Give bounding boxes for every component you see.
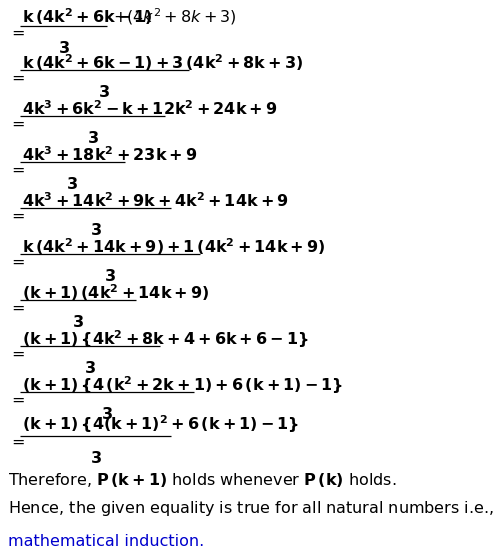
Text: mathematical induction.: mathematical induction. xyxy=(8,534,204,549)
Text: $\mathbf{3}$: $\mathbf{3}$ xyxy=(72,314,84,330)
Text: $\mathbf{k\,(4k^2+6k-1)+3\,(4k^2+8k+3)}$: $\mathbf{k\,(4k^2+6k-1)+3\,(4k^2+8k+3)}$ xyxy=(22,53,303,73)
Text: $\mathbf{(k+1)\,\{4\,(k^2+2k+1)+6\,(k+1)-1\}}$: $\mathbf{(k+1)\,\{4\,(k^2+2k+1)+6\,(k+1)… xyxy=(22,374,343,396)
Text: $\mathbf{3}$: $\mathbf{3}$ xyxy=(99,84,110,100)
Text: $\mathbf{3}$: $\mathbf{3}$ xyxy=(58,40,70,56)
Text: $=$: $=$ xyxy=(8,70,25,85)
Text: $\mathbf{4k^3+6k^2-k+12k^2+24k+9}$: $\mathbf{4k^3+6k^2-k+12k^2+24k+9}$ xyxy=(22,100,278,118)
Text: $\mathbf{k\,(4k^2+14k+9)+1\,(4k^2+14k+9)}$: $\mathbf{k\,(4k^2+14k+9)+1\,(4k^2+14k+9)… xyxy=(22,237,325,258)
Text: $\mathbf{3}$: $\mathbf{3}$ xyxy=(101,406,113,422)
Text: $=$: $=$ xyxy=(8,162,25,177)
Text: $\mathbf{3}$: $\mathbf{3}$ xyxy=(87,130,99,146)
Text: $=$: $=$ xyxy=(8,300,25,315)
Text: Therefore, $\mathbf{P\,(k+1)}$ holds whenever $\mathbf{P\,(k)}$ holds.: Therefore, $\mathbf{P\,(k+1)}$ holds whe… xyxy=(8,471,396,489)
Text: $\mathbf{3}$: $\mathbf{3}$ xyxy=(90,450,102,466)
Text: $=$: $=$ xyxy=(8,25,25,40)
Text: $\mathbf{(k+1)\,\{4(k+1)^2+6\,(k+1)-1\}}$: $\mathbf{(k+1)\,\{4(k+1)^2+6\,(k+1)-1\}}… xyxy=(22,413,299,435)
Text: $\mathbf{3}$: $\mathbf{3}$ xyxy=(104,268,116,284)
Text: $=$: $=$ xyxy=(8,254,25,269)
Text: $=$: $=$ xyxy=(8,116,25,131)
Text: $=$: $=$ xyxy=(8,346,25,361)
Text: $\mathbf{4k^3+14k^2+9k+4k^2+14k+9}$: $\mathbf{4k^3+14k^2+9k+4k^2+14k+9}$ xyxy=(22,192,289,211)
Text: $\mathbf{(k+1)\,(4k^2+14k+9)}$: $\mathbf{(k+1)\,(4k^2+14k+9)}$ xyxy=(22,283,210,304)
Text: $=$: $=$ xyxy=(8,433,25,449)
Text: $\mathbf{4k^3+18k^2+23k+9}$: $\mathbf{4k^3+18k^2+23k+9}$ xyxy=(22,146,197,164)
Text: $\mathbf{3}$: $\mathbf{3}$ xyxy=(84,360,96,376)
Text: $=$: $=$ xyxy=(8,392,25,407)
Text: Hence, the given equality is true for all natural numbers i.e., $\mathbf{\mathit: Hence, the given equality is true for al… xyxy=(8,498,493,517)
Text: $=$: $=$ xyxy=(8,208,25,223)
Text: $\mathbf{k\,(4k^2+6k-1)}$: $\mathbf{k\,(4k^2+6k-1)}$ xyxy=(22,7,153,27)
Text: $\mathbf{(k+1)\,\{4k^2+8k+4+6k+6-1\}}$: $\mathbf{(k+1)\,\{4k^2+8k+4+6k+6-1\}}$ xyxy=(22,328,309,350)
Text: $+(4k^2+8k+3)$: $+(4k^2+8k+3)$ xyxy=(113,7,237,27)
Text: $\mathbf{3}$: $\mathbf{3}$ xyxy=(90,222,102,238)
Text: $\mathbf{3}$: $\mathbf{3}$ xyxy=(67,176,78,192)
